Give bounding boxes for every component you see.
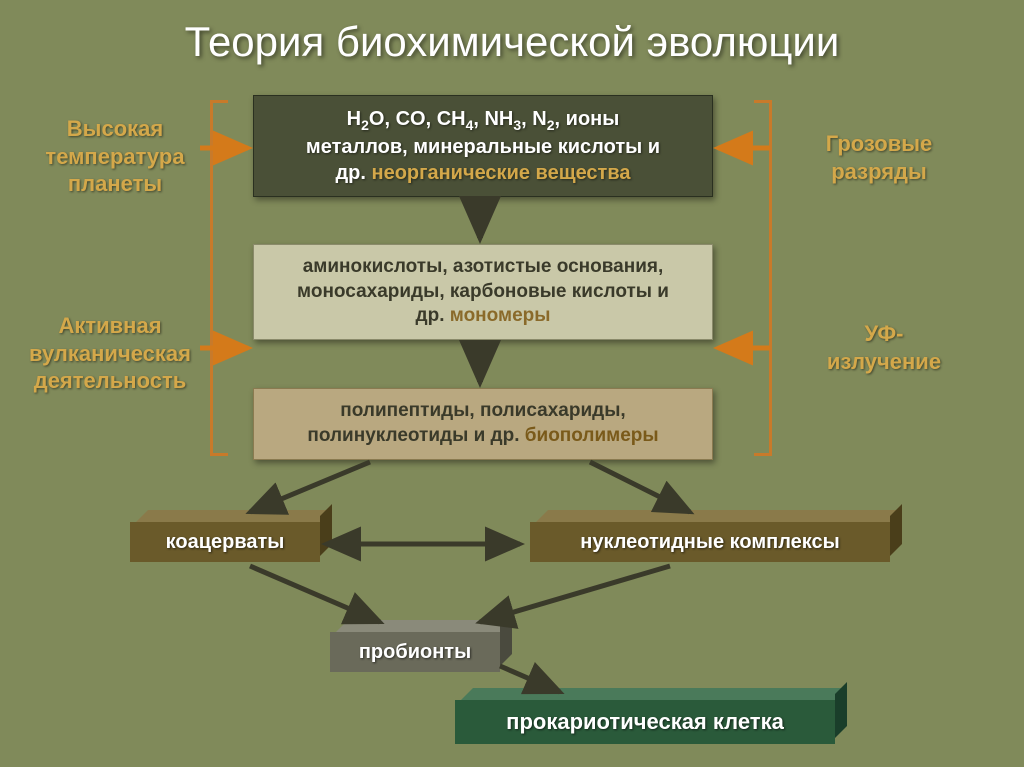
inorganic-line2: металлов, минеральные кислоты и bbox=[306, 136, 660, 158]
label-volcanic: Активнаявулканическаядеятельность bbox=[15, 312, 205, 395]
label-lightning: Грозовыеразряды bbox=[794, 130, 964, 185]
box-coacervates: коацерваты bbox=[130, 510, 320, 562]
bracket-right bbox=[754, 100, 772, 456]
biopolymers-line1: полипептиды, полисахариды, bbox=[340, 400, 625, 421]
page-title: Теория биохимической эволюции bbox=[0, 0, 1024, 66]
biopolymers-line2b: биополимеры bbox=[525, 425, 659, 446]
bracket-left bbox=[210, 100, 228, 456]
prokaryotic-label: прокариотическая клетка bbox=[506, 709, 784, 735]
inorganic-line1: H2O, CO, CH4, NH3, N2, ионы bbox=[347, 108, 620, 130]
probyonts-label: пробионты bbox=[359, 641, 471, 664]
inorganic-line3a: др. bbox=[335, 162, 371, 184]
box-monomers: аминокислоты, азотистые основания, монос… bbox=[253, 244, 713, 340]
box-biopolymers: полипептиды, полисахариды, полинуклеотид… bbox=[253, 388, 713, 460]
box-prokaryotic: прокариотическая клетка bbox=[455, 688, 835, 744]
monomers-line1: аминокислоты, азотистые основания, bbox=[303, 256, 664, 277]
coacervates-label: коацерваты bbox=[166, 531, 285, 554]
box-inorganic: H2O, CO, CH4, NH3, N2, ионы металлов, ми… bbox=[253, 95, 713, 197]
nucleotide-label: нуклеотидные комплексы bbox=[580, 531, 839, 554]
inorganic-line3b: неорганические вещества bbox=[372, 162, 631, 184]
monomers-line2: моносахариды, карбоновые кислоты и bbox=[297, 281, 669, 302]
monomers-line3a: др. bbox=[416, 305, 450, 326]
label-temperature: Высокаятемпературапланеты bbox=[30, 115, 200, 198]
biopolymers-line2a: полинуклеотиды и др. bbox=[307, 425, 524, 446]
label-uv: УФ-излучение bbox=[799, 320, 969, 375]
box-nucleotide: нуклеотидные комплексы bbox=[530, 510, 890, 562]
monomers-line3b: мономеры bbox=[450, 305, 551, 326]
box-probyonts: пробионты bbox=[330, 620, 500, 672]
